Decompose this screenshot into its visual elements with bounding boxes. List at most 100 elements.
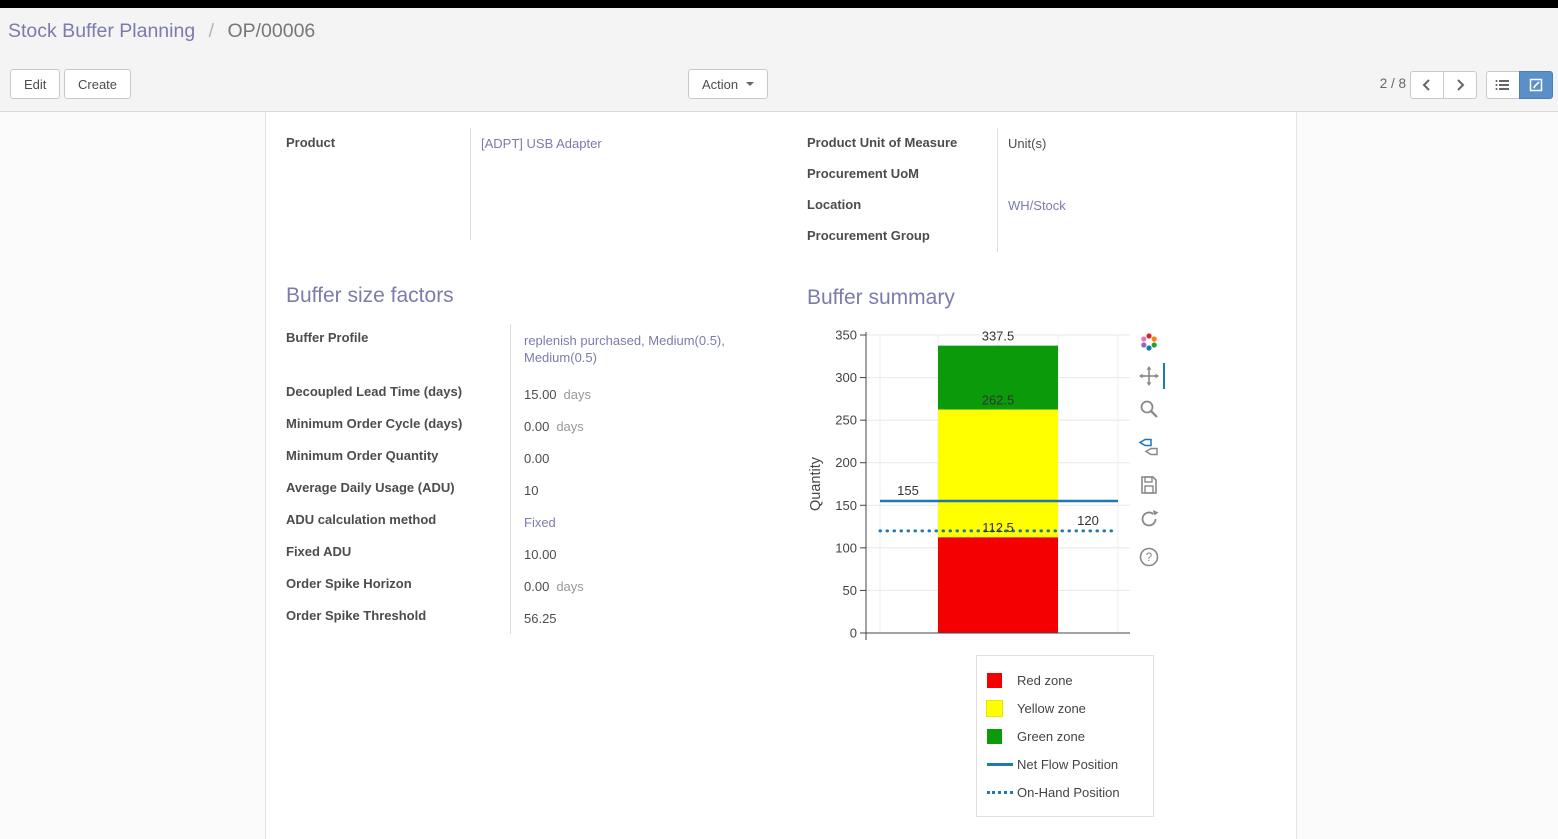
uom-value: Unit(s) [1008,136,1047,151]
edit-button[interactable]: Edit [10,69,61,99]
field-group-right: Product Unit of Measure Unit(s) Procurem… [807,128,1272,252]
table-row: Order Spike Threshold 56.25 [286,602,756,634]
yellow-zone-swatch-icon [986,699,1017,717]
location-field-row: Location WH/Stock [807,190,1272,221]
procurement-group-label: Procurement Group [807,221,998,252]
table-row: ADU calculation method Fixed [286,506,756,538]
dlt-unit: days [563,387,592,402]
legend-item-green-zone[interactable]: Green zone [987,722,1153,750]
uom-field-row: Product Unit of Measure Unit(s) [807,128,1272,159]
red-zone-swatch-icon [987,672,1017,688]
location-value-link[interactable]: WH/Stock [1008,198,1066,213]
fixed-adu-label: Fixed ADU [286,538,511,570]
spike-threshold-label: Order Spike Threshold [286,602,511,634]
hover-compare-icon[interactable] [1138,436,1160,458]
table-row: Decoupled Lead Time (days) 15.00 days [286,378,756,410]
action-dropdown-button[interactable]: Action [688,69,769,99]
chevron-right-icon [1457,79,1465,91]
min-order-cycle-label: Minimum Order Cycle (days) [286,410,511,442]
legend-label: On-Hand Position [1017,784,1120,800]
pan-icon[interactable] [1138,365,1160,387]
table-row: Minimum Order Quantity 0.00 [286,442,756,474]
breadcrumb-parent-link[interactable]: Stock Buffer Planning [8,20,196,42]
procurement-group-value [998,221,1272,252]
table-row: Fixed ADU 10.00 [286,538,756,570]
adu-label: Average Daily Usage (ADU) [286,474,511,506]
legend-item-net-flow-position[interactable]: Net Flow Position [987,750,1153,778]
chart-legend: Red zone Yellow zone Green zone Net Flow Po… [976,655,1154,817]
legend-label: Yellow zone [1017,700,1086,716]
y-tick-label: 200 [835,455,857,470]
create-button[interactable]: Create [64,69,132,99]
main-content: Product [ADPT] USB Adapter Product Unit … [0,112,1558,839]
chevron-left-icon [1422,79,1430,91]
svg-text:?: ? [1146,552,1152,564]
procurement-uom-value [998,159,1272,190]
yellow-zone-bar[interactable] [938,409,1058,538]
pager-next-button[interactable] [1443,71,1477,99]
breadcrumb: Stock Buffer Planning / OP/00006 [8,20,315,43]
pager-counter: 2 / 8 [1379,76,1406,91]
product-value-link[interactable]: [ADPT] USB Adapter [481,136,602,151]
min-order-qty-label: Minimum Order Quantity [286,442,511,474]
adu-value: 10 [524,483,539,498]
buffer-zones-chart[interactable]: 0 50 100 150 200 250 300 350 Quantity 155 120 337.5… [800,328,1170,663]
zoom-icon[interactable] [1138,398,1160,420]
list-icon [1495,80,1509,90]
red-zone-bar[interactable] [938,537,1058,633]
spike-horizon-label: Order Spike Horizon [286,570,511,602]
form-icon [1529,78,1543,92]
y-tick-label: 50 [843,583,857,598]
y-tick-label: 0 [850,626,857,641]
legend-label: Green zone [1017,728,1085,744]
product-label: Product [286,128,471,240]
pager-previous-button[interactable] [1410,71,1444,99]
y-tick-label: 100 [835,540,857,555]
legend-item-on-hand-position[interactable]: On-Hand Position [987,778,1153,806]
y-tick-label: 300 [835,370,857,385]
procurement-uom-field-row: Procurement UoM [807,159,1272,190]
breadcrumb-separator: / [208,20,215,42]
plotly-logo-icon[interactable] [1138,331,1160,353]
spike-threshold-value: 56.25 [524,611,557,626]
bar-annotation: 337.5 [982,329,1015,344]
bar-annotation: 262.5 [982,393,1015,408]
chart-toolbar-active-indicator [1163,363,1165,389]
buffer-profile-label: Buffer Profile [286,324,511,378]
green-zone-bar[interactable] [938,345,1058,410]
action-label: Action [702,76,739,92]
location-label: Location [807,190,998,221]
y-tick-label: 350 [835,328,857,343]
table-row: Order Spike Horizon 0.00 days [286,570,756,602]
uom-label: Product Unit of Measure [807,128,998,159]
buffer-profile-value-link[interactable]: replenish purchased, Medium(0.5), Medium… [524,333,725,365]
green-zone-swatch-icon [987,728,1017,744]
pager-navigation [1410,71,1477,99]
list-view-button[interactable] [1486,71,1520,99]
buffer-factors-table: Buffer Profile replenish purchased, Medi… [286,324,756,634]
buffer-factors-title: Buffer size factors [286,284,454,307]
y-axis-title: Quantity [808,456,824,511]
on-hand-position-label: 120 [1077,513,1099,528]
spike-horizon-unit: days [556,579,584,594]
min-order-cycle-value: 0.00 [524,419,550,434]
help-icon[interactable]: ? [1138,546,1160,568]
table-row: Minimum Order Cycle (days) 0.00 days [286,410,756,442]
form-sheet: Product [ADPT] USB Adapter Product Unit … [265,112,1297,839]
legend-item-yellow-zone[interactable]: Yellow zone [986,694,1153,722]
min-order-cycle-unit: days [556,419,584,434]
form-view-button[interactable] [1519,71,1553,99]
spike-horizon-value: 0.00 [524,579,550,594]
adu-method-value-link[interactable]: Fixed [524,515,556,530]
reset-axes-icon[interactable] [1138,508,1160,530]
legend-label: Net Flow Position [1017,756,1119,772]
adu-method-label: ADU calculation method [286,506,511,538]
y-tick-label: 250 [835,413,857,428]
net-flow-position-label: 155 [897,483,919,498]
save-icon[interactable] [1138,474,1160,496]
caret-down-icon [746,82,755,86]
field-group-left: Product [ADPT] USB Adapter [286,128,766,240]
min-order-qty-value: 0.00 [524,451,550,466]
legend-item-red-zone[interactable]: Red zone [987,666,1153,694]
on-hand-position-swatch-icon [987,790,1017,794]
